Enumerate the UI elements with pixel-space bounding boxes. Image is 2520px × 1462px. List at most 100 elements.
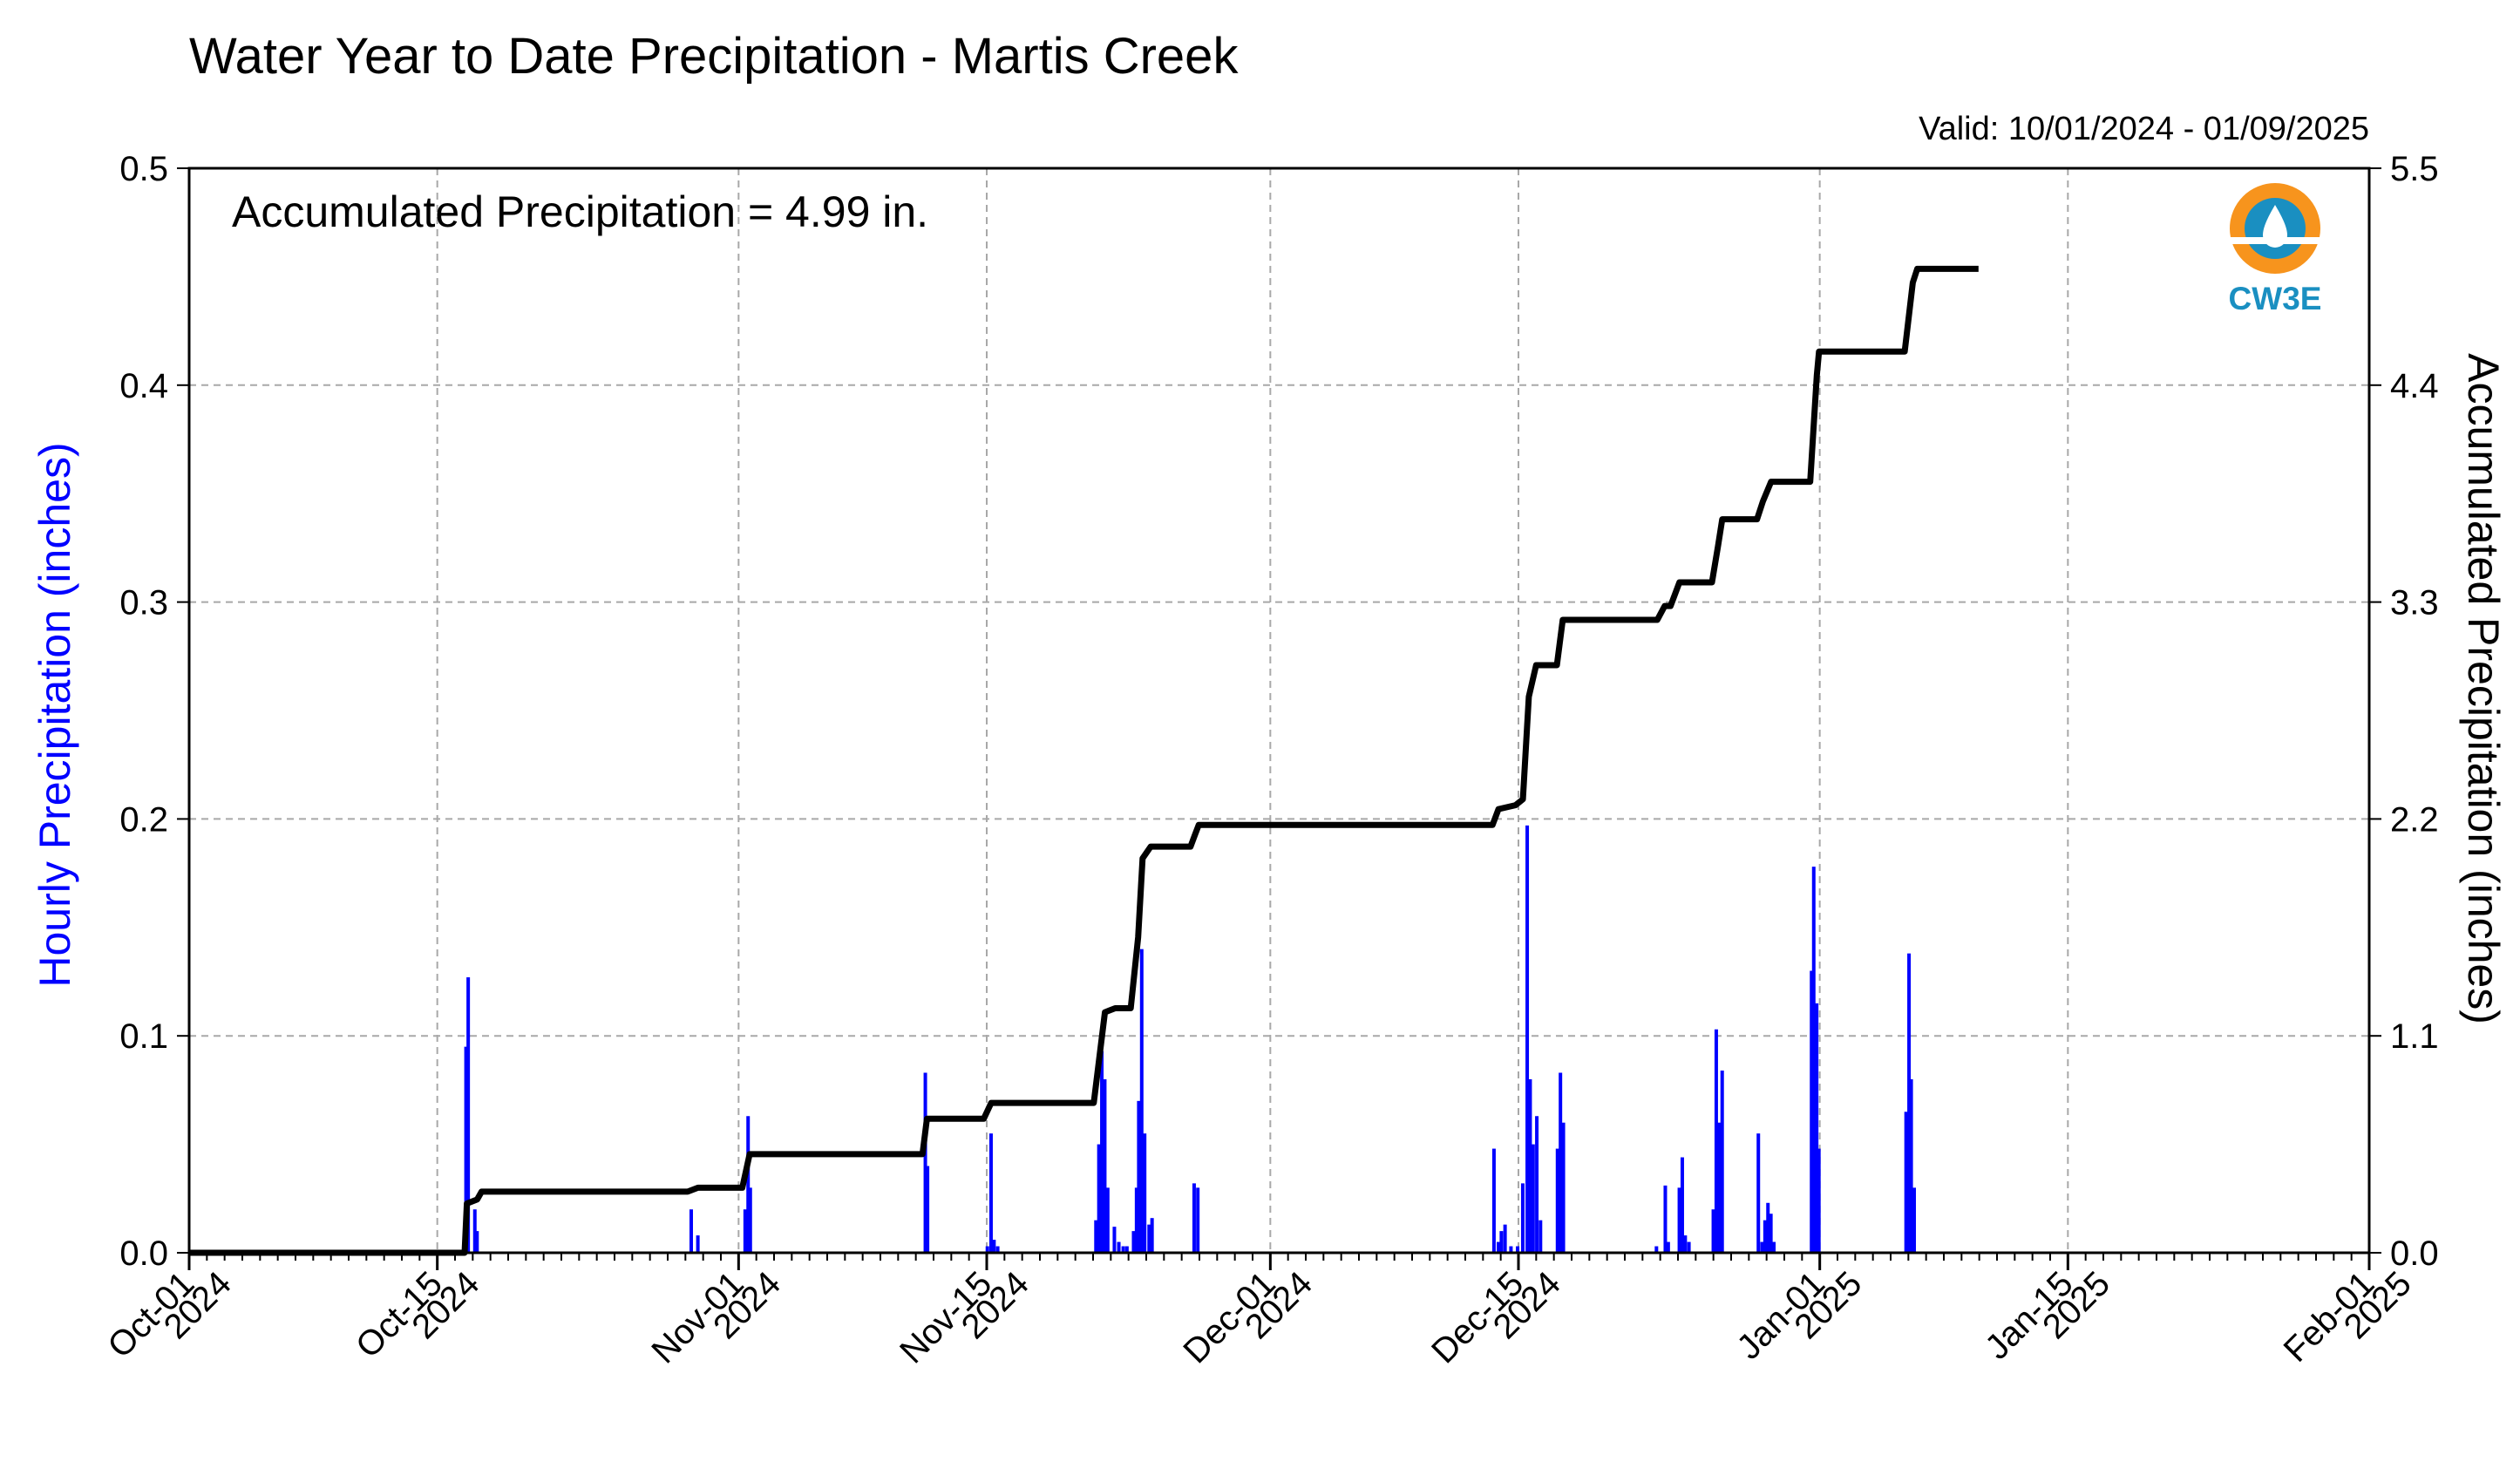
hourly-precip-bar — [743, 1209, 747, 1253]
hourly-precip-bar — [988, 1133, 993, 1253]
hourly-precipitation-bars — [464, 825, 1916, 1253]
y-left-tick-label: 0.4 — [119, 367, 168, 405]
hourly-precip-bar — [926, 1166, 930, 1253]
y-left-tick-label: 0.1 — [119, 1017, 168, 1056]
hourly-precip-bar — [1909, 1078, 1913, 1253]
hourly-precip-bar — [696, 1235, 700, 1253]
hourly-precip-bar — [1561, 1122, 1566, 1253]
hourly-precip-bar — [1717, 1122, 1722, 1253]
hourly-precip-bar — [1811, 867, 1816, 1253]
hourly-precip-bar — [1904, 1112, 1908, 1253]
hourly-precip-bar — [992, 1240, 996, 1253]
hourly-precip-bar — [1105, 1187, 1110, 1253]
accumulated-precipitation-series — [189, 265, 1979, 1256]
hourly-precip-bar — [1907, 953, 1912, 1253]
hourly-precip-bar — [746, 1116, 751, 1253]
hourly-precip-bar — [472, 1209, 477, 1253]
hourly-precip-bar — [1766, 1202, 1770, 1253]
y-axis-right-label: Accumulated Precipitation (inches) — [2459, 353, 2508, 1024]
hourly-precip-bar — [1497, 1241, 1501, 1253]
hourly-precip-bar — [1124, 1246, 1129, 1253]
y-right-tick-label: 2.2 — [2390, 800, 2439, 839]
hourly-precip-bar — [1756, 1133, 1761, 1253]
valid-date-range: Valid: 10/01/2024 - 01/09/2025 — [1919, 111, 2369, 147]
hourly-precip-bar — [1509, 1246, 1513, 1253]
accumulated-annotation: Accumulated Precipitation = 4.99 in. — [232, 187, 928, 236]
hourly-precip-bar — [1817, 1148, 1821, 1253]
hourly-precip-bar — [1769, 1214, 1773, 1253]
hourly-precip-bar — [1763, 1220, 1767, 1253]
y-right-tick-label: 3.3 — [2390, 584, 2439, 622]
y-axis-left-label: Hourly Precipitation (inches) — [31, 442, 79, 987]
plot-frame — [187, 167, 2371, 1255]
hourly-precip-bar — [1520, 1183, 1525, 1253]
hourly-precip-bar — [1499, 1231, 1504, 1253]
hourly-precip-bar — [1143, 1133, 1147, 1253]
hourly-precip-bar — [923, 1072, 927, 1253]
hourly-precip-bar — [1121, 1246, 1125, 1253]
y-left-tick-label: 0.5 — [119, 150, 168, 188]
hourly-precip-bar — [1150, 1218, 1154, 1253]
grid-lines — [189, 168, 2369, 1253]
hourly-precip-bar — [1192, 1183, 1196, 1253]
hourly-precip-bar — [1677, 1187, 1681, 1253]
hourly-precip-bar — [1531, 1144, 1535, 1253]
hourly-precip-bar — [1654, 1246, 1659, 1253]
logo-text: CW3E — [2229, 281, 2322, 316]
accumulated-precip-line — [189, 265, 1979, 1256]
hourly-precip-bar — [1680, 1157, 1684, 1253]
hourly-precip-bar — [1683, 1235, 1688, 1253]
hourly-precip-bar — [1528, 1078, 1532, 1253]
y-right-tick-label: 4.4 — [2390, 367, 2439, 405]
hourly-precip-bar — [1714, 1029, 1718, 1253]
y-left-tick-label: 0.0 — [119, 1234, 168, 1273]
cw3e-logo: CW3E — [2229, 183, 2322, 316]
hourly-precip-bar — [1100, 1051, 1104, 1253]
hourly-precip-bar — [1137, 1100, 1141, 1253]
hourly-precip-bar — [985, 1246, 989, 1253]
y-right-tick-label: 1.1 — [2390, 1017, 2439, 1056]
logo-drop-icon — [2263, 205, 2287, 248]
hourly-precip-bar — [1112, 1227, 1117, 1253]
hourly-precip-bar — [1103, 1078, 1107, 1253]
hourly-precip-bar — [1117, 1241, 1121, 1253]
hourly-precip-bar — [1720, 1071, 1724, 1253]
hourly-precip-bar — [1491, 1148, 1496, 1253]
hourly-precip-bar — [1538, 1220, 1543, 1253]
hourly-precip-bar — [1139, 949, 1144, 1253]
logo-wave-icon — [2230, 237, 2320, 244]
hourly-precip-bar — [1134, 1187, 1138, 1253]
hourly-precip-bar — [464, 1046, 468, 1253]
hourly-precip-bar — [1666, 1241, 1670, 1253]
chart-title: Water Year to Date Precipitation - Marti… — [189, 28, 1239, 85]
hourly-precip-bar — [466, 977, 471, 1253]
y-right-tick-label: 5.5 — [2390, 150, 2439, 188]
hourly-precip-bar — [1555, 1148, 1559, 1253]
hourly-precip-bar — [748, 1187, 752, 1253]
y-right-tick-label: 0.0 — [2390, 1234, 2439, 1273]
hourly-precip-bar — [1503, 1224, 1507, 1253]
y-left-tick-label: 0.2 — [119, 800, 168, 839]
hourly-precip-bar — [475, 1231, 479, 1253]
hourly-precip-bar — [1663, 1185, 1668, 1253]
hourly-precip-bar — [1196, 1187, 1200, 1253]
hourly-precip-bar — [1760, 1241, 1764, 1253]
hourly-precip-bar — [1094, 1220, 1098, 1253]
hourly-precip-bar — [995, 1246, 1000, 1253]
hourly-precip-bar — [1912, 1187, 1916, 1253]
hourly-precip-bar — [1525, 825, 1530, 1253]
hourly-precip-bar — [1687, 1241, 1691, 1253]
hourly-precip-bar — [1535, 1116, 1539, 1253]
hourly-precip-bar — [1711, 1209, 1715, 1253]
hourly-precip-bar — [1516, 1246, 1520, 1253]
hourly-precip-bar — [1810, 970, 1814, 1253]
hourly-precip-bar — [1772, 1241, 1776, 1253]
hourly-precip-bar — [1559, 1072, 1563, 1253]
hourly-precip-bar — [1147, 1224, 1151, 1253]
hourly-precip-bar — [1815, 1003, 1819, 1253]
hourly-precip-bar — [1097, 1144, 1101, 1253]
hourly-precip-bar — [689, 1209, 693, 1253]
y-left-tick-label: 0.3 — [119, 584, 168, 622]
